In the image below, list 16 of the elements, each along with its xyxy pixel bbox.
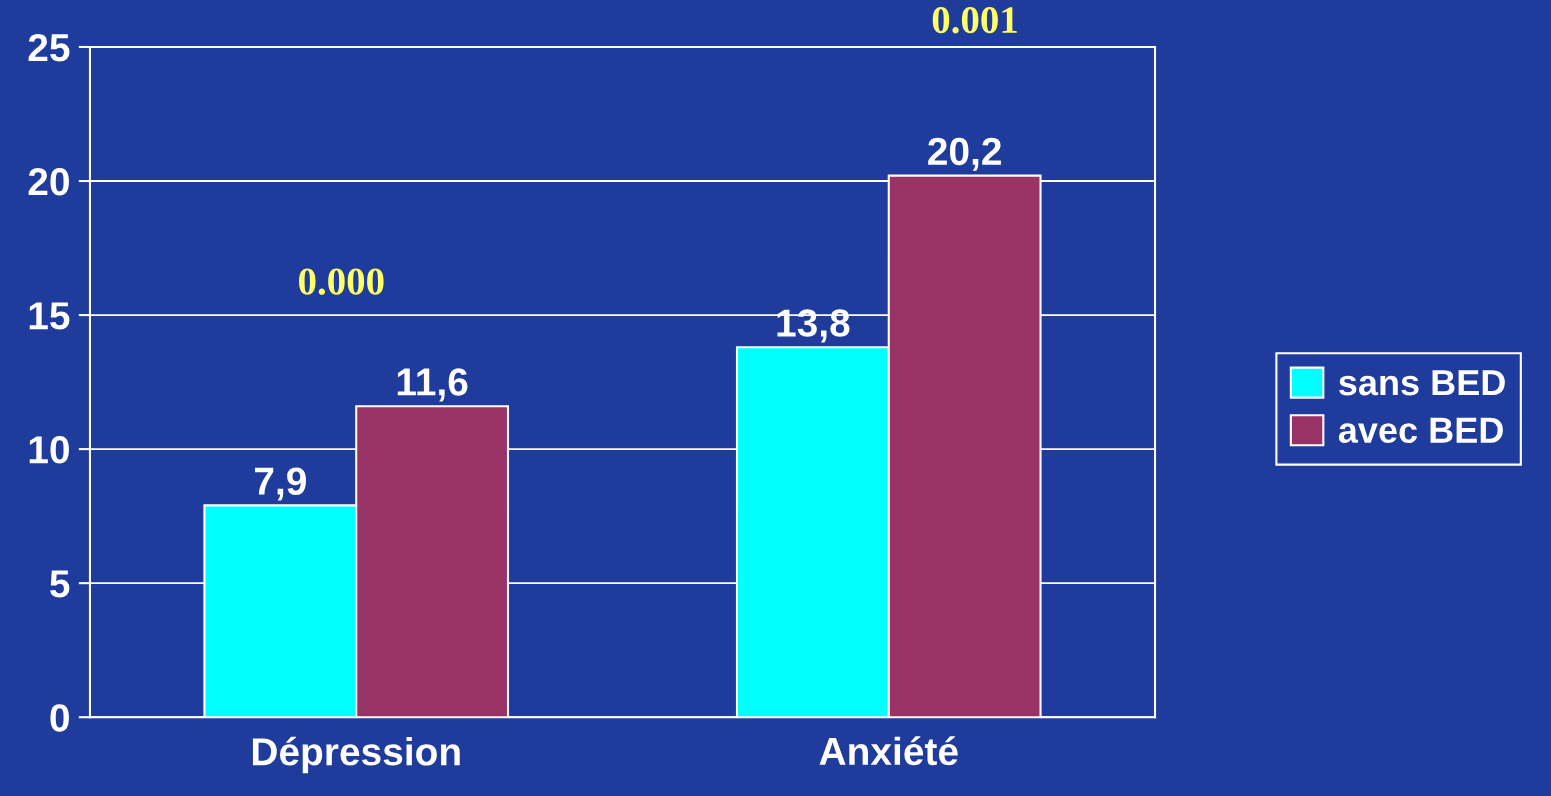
annotation: 0.000 [299,268,384,295]
data-label: 20,2 [928,137,1001,171]
data-label: 13,8 [777,309,850,343]
y-tick-label: 15 [29,302,70,330]
data-label: 7,9 [254,467,306,501]
y-tick-label: 20 [28,167,69,196]
text: 0.001 [932,7,1017,34]
y-tick-label: 10 [29,436,69,464]
legend-label: avec BED [1338,417,1503,444]
y-tick-label: 25 [28,33,70,62]
legend-label: sans BED [1339,370,1505,396]
data-label: 11,6 [397,368,468,402]
y-tick-label: 0 [50,704,69,732]
y-tick-label: 5 [50,570,70,598]
x-tick-label: Dépression [252,736,460,774]
x-tick-label: Anxiété [819,736,958,766]
